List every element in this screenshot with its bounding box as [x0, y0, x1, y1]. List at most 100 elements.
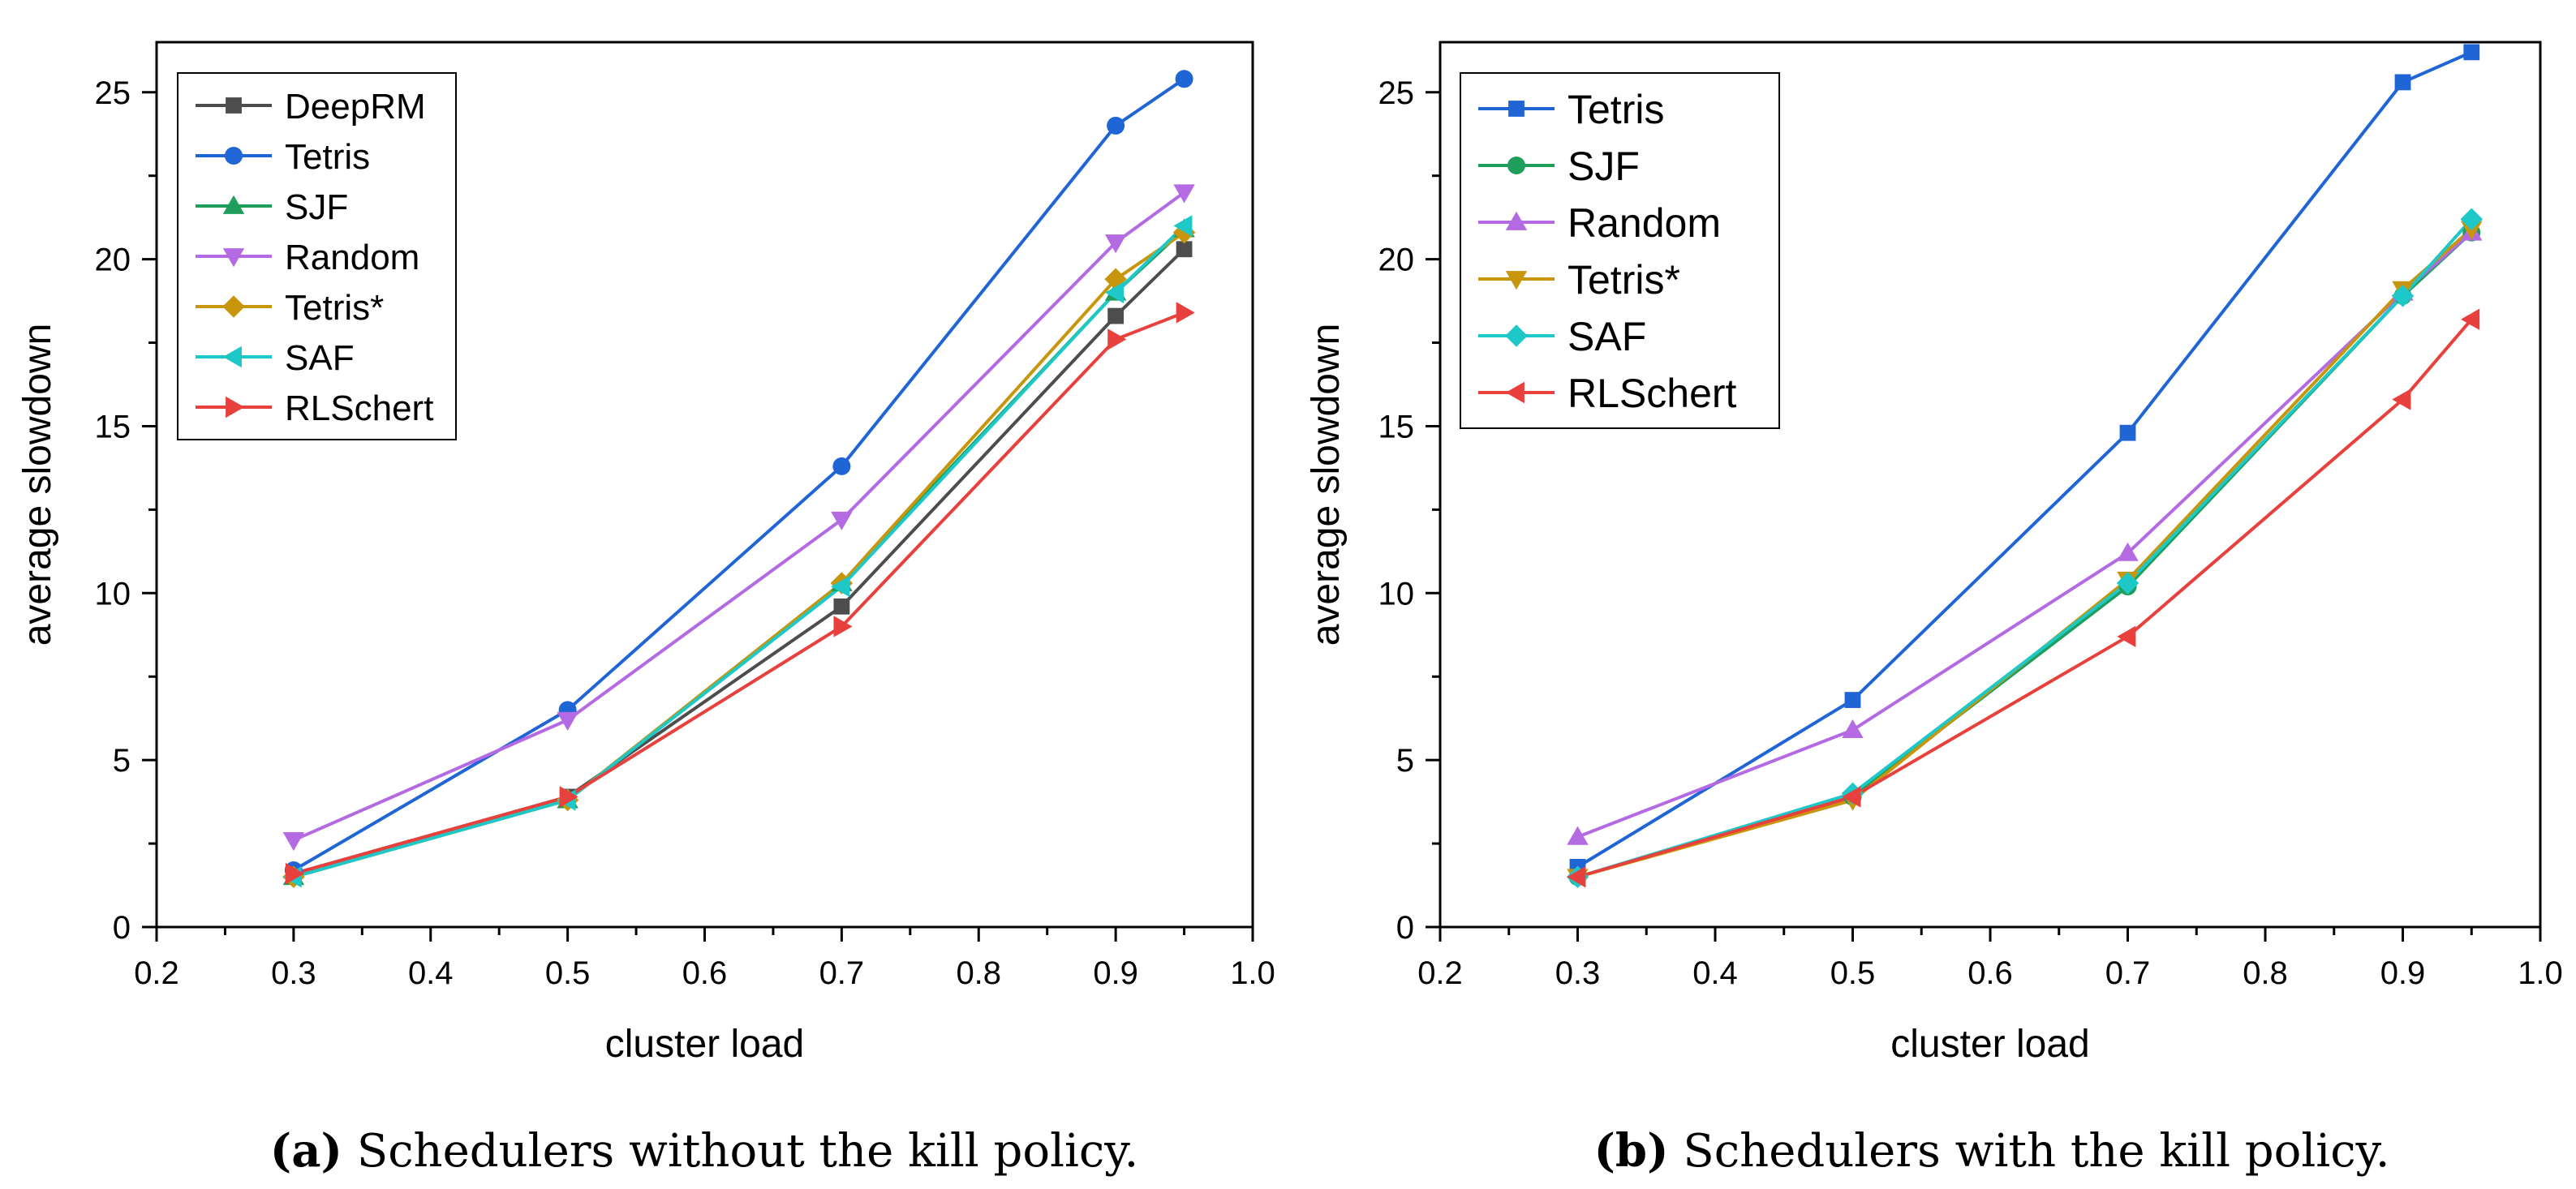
- data-point-tetris: [1107, 116, 1125, 135]
- data-point-random: [1567, 826, 1589, 845]
- data-point-rlschert: [1176, 302, 1195, 324]
- data-point-deeprm: [833, 598, 850, 615]
- caption-text: Schedulers without the kill policy.: [357, 1125, 1138, 1178]
- data-point-random: [1842, 719, 1864, 738]
- legend-frame: [177, 72, 457, 440]
- x-tick-label: 0.8: [956, 955, 1001, 991]
- data-point-tetris: [2394, 74, 2411, 91]
- y-tick-label: 15: [1378, 409, 1415, 444]
- data-point-deeprm: [1107, 307, 1125, 324]
- legend-label-rlschert: RLSchert: [285, 388, 433, 428]
- data-point-saf: [2460, 208, 2483, 230]
- legend-label-rlschert: RLSchert: [1568, 371, 1737, 416]
- data-point-rlschert: [285, 862, 305, 885]
- legend-marker-tetris: [1508, 101, 1525, 117]
- data-point-saf: [1173, 215, 1193, 237]
- legend-marker-rlschert: [1505, 381, 1525, 404]
- y-tick-label: 0: [113, 910, 131, 946]
- y-tick-label: 20: [1378, 243, 1415, 278]
- data-point-random: [282, 832, 305, 852]
- caption-spacer: [342, 1125, 357, 1178]
- panel-b: 0.2 0.3 0.4 0.5 0.6 0.7 0.8 0.9 1.0 0 5 10 15 20 25 clu…: [1305, 41, 2563, 1178]
- x-axis-label: cluster load: [605, 1023, 804, 1066]
- legend-label-tetris: Tetris: [285, 137, 370, 177]
- y-axis-label: average slowdown: [16, 324, 59, 646]
- legend: Tetris SJF Random Tetris* SAF RLSchert: [1460, 72, 1780, 429]
- data-point-rlschert: [1842, 786, 1861, 808]
- caption-spacer: [1669, 1125, 1684, 1178]
- legend-marker-tetris: [225, 147, 243, 165]
- x-tick-label: 0.9: [1093, 955, 1138, 991]
- legend-label-sjf: SJF: [285, 187, 348, 227]
- y-tick-label: 20: [95, 243, 131, 278]
- x-tick-label: 0.7: [2105, 955, 2151, 991]
- data-point-tetris: [832, 457, 851, 475]
- data-point-rlschert: [1567, 866, 1586, 888]
- legend-label-sjf: SJF: [1568, 144, 1640, 189]
- data-point-saf: [831, 575, 850, 598]
- x-axis-label: cluster load: [1890, 1023, 2089, 1066]
- y-tick-label: 5: [113, 743, 131, 779]
- data-point-random: [831, 511, 853, 530]
- x-tick-label: 0.3: [271, 955, 316, 991]
- y-tick-label: 10: [95, 576, 131, 612]
- legend-marker-saf: [222, 346, 242, 368]
- x-tick-label: 1.0: [1230, 955, 1275, 991]
- legend: DeepRM Tetris SJF Random Tetris* SAF RLSchert: [177, 72, 457, 440]
- x-tick-label: 0.3: [1555, 955, 1601, 991]
- x-tick-label: 0.4: [408, 955, 454, 991]
- x-tick-label: 0.4: [1692, 955, 1738, 991]
- data-point-tetris: [2463, 44, 2480, 61]
- legend-marker-random: [1505, 211, 1528, 230]
- y-axis-label: average slowdown: [1305, 324, 1348, 646]
- data-point-saf: [1104, 281, 1125, 303]
- legend-label-deeprm: DeepRM: [285, 87, 426, 127]
- legend-frame: [1460, 72, 1780, 429]
- y-tick-label: 5: [1396, 743, 1414, 779]
- legend-label-tetris: Tetris: [1568, 87, 1664, 132]
- data-point-tetris: [1844, 692, 1861, 708]
- x-tick-label: 0.7: [819, 955, 865, 991]
- caption-text: Schedulers with the kill policy.: [1683, 1125, 2389, 1178]
- x-tick-label: 0.5: [1830, 955, 1876, 991]
- x-tick-label: 0.8: [2243, 955, 2288, 991]
- legend-marker-deeprm: [226, 97, 242, 114]
- figure-caption: (b) Schedulers with the kill policy.: [1593, 1124, 2389, 1178]
- data-point-tetris: [2461, 221, 2483, 240]
- x-tick-label: 0.2: [134, 955, 179, 991]
- data-point-rlschert: [559, 786, 578, 808]
- data-point-saf: [2391, 285, 2415, 307]
- y-tick-label: 0: [1396, 910, 1414, 946]
- data-point-rlschert: [2461, 308, 2480, 330]
- legend-marker-rlschert: [226, 396, 245, 419]
- data-point-rlschert: [833, 616, 853, 637]
- data-point-saf: [2116, 572, 2139, 594]
- legend-label-saf: SAF: [1568, 314, 1646, 359]
- legend-label-tetris: Tetris*: [285, 288, 384, 328]
- data-point-tetris: [1175, 70, 1193, 88]
- caption-label: (a): [270, 1124, 342, 1178]
- data-point-rlschert: [2117, 625, 2136, 648]
- y-tick-label: 10: [1378, 576, 1415, 612]
- y-tick-label: 25: [1378, 75, 1415, 111]
- y-tick-label: 25: [95, 75, 131, 111]
- legend-marker-tetris: [1505, 271, 1528, 290]
- data-point-random: [557, 711, 578, 731]
- panel-a: 0.2 0.3 0.4 0.5 0.6 0.7 0.8 0.9 1.0 0 5 10 15 20 25 clu…: [16, 41, 1275, 1178]
- legend-label-random: Random: [1568, 200, 1721, 246]
- x-tick-label: 0.6: [682, 955, 728, 991]
- data-point-deeprm: [1176, 241, 1193, 258]
- data-point-rlschert: [1107, 328, 1127, 350]
- data-point-random: [1173, 184, 1195, 204]
- legend-marker-tetris: [222, 295, 245, 318]
- x-tick-label: 0.6: [1967, 955, 2013, 991]
- legend-label-random: Random: [285, 238, 419, 277]
- legend-marker-random: [222, 248, 245, 268]
- y-tick-label: 15: [95, 409, 131, 444]
- data-point-tetris: [2119, 424, 2136, 441]
- data-point-random: [2117, 542, 2139, 561]
- legend-marker-saf: [1505, 324, 1528, 347]
- x-tick-label: 0.9: [2380, 955, 2426, 991]
- legend-label-tetris: Tetris*: [1568, 257, 1680, 303]
